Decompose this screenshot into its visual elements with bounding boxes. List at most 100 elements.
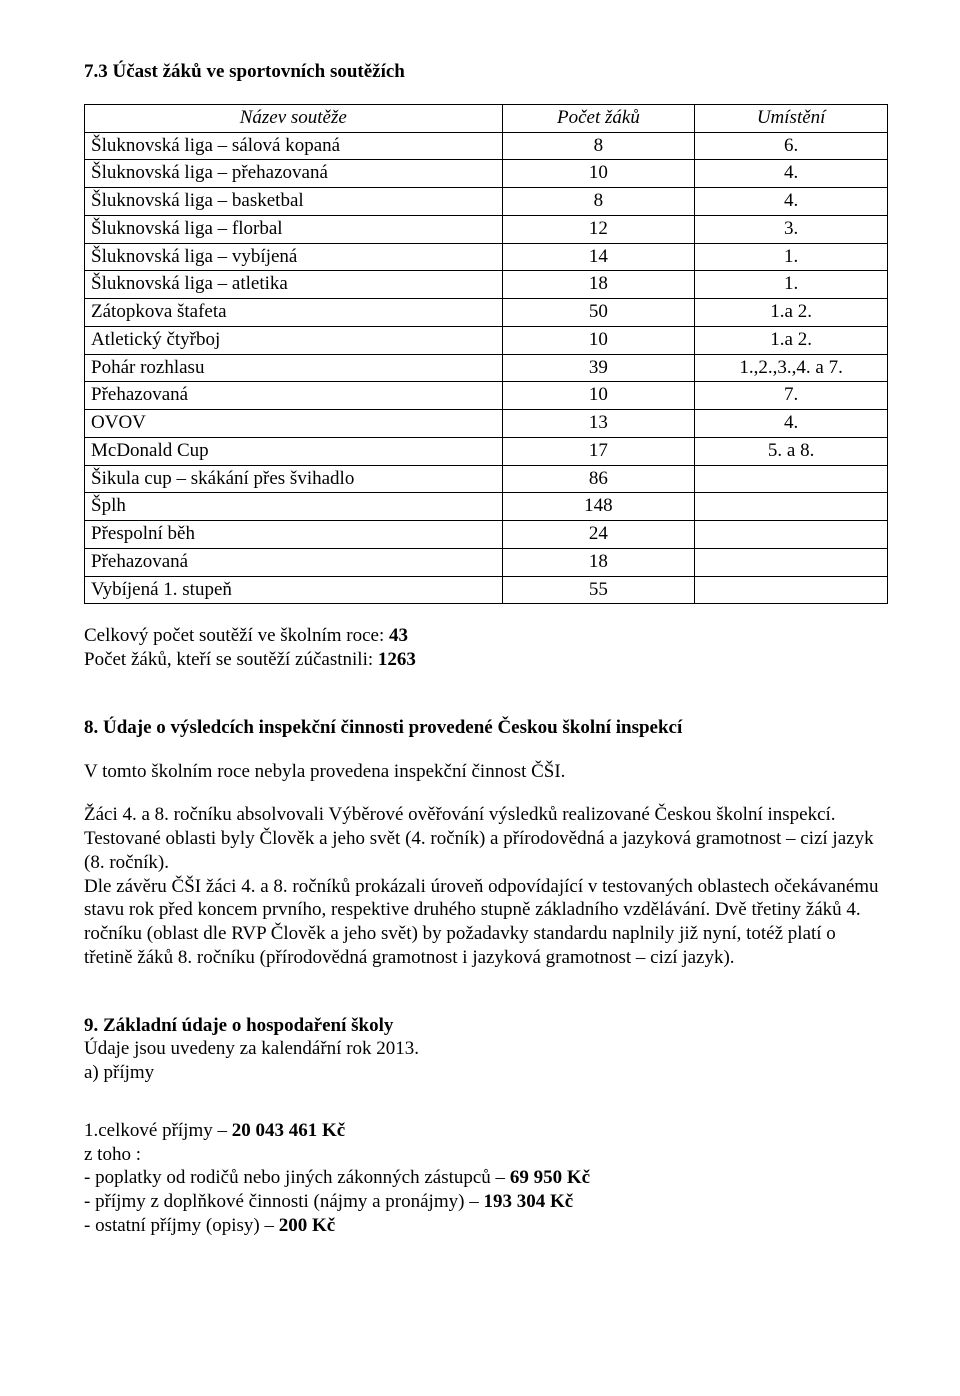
cell-count: 18: [502, 548, 695, 576]
cell-count: 55: [502, 576, 695, 604]
section-8-p1: V tomto školním roce nebyla provedena in…: [84, 760, 888, 784]
cell-name: Přehazovaná: [85, 382, 503, 410]
income-li2-pre: - příjmy z doplňkové činnosti (nájmy a p…: [84, 1191, 483, 1212]
table-row: Šluknovská liga – sálová kopaná86.: [85, 132, 888, 160]
th-count: Počet žáků: [502, 104, 695, 132]
section-8-p2: Žáci 4. a 8. ročníku absolvovali Výběrov…: [84, 803, 888, 874]
income-li-1: - poplatky od rodičů nebo jiných zákonný…: [84, 1166, 888, 1190]
income-1-pre: 1.celkové příjmy –: [84, 1120, 232, 1141]
table-row: Šluknovská liga – basketbal84.: [85, 188, 888, 216]
income-li3-value: 200 Kč: [279, 1215, 335, 1236]
section-8-p3: Dle závěru ČŠI žáci 4. a 8. ročníků prok…: [84, 875, 888, 970]
table-row: Zátopkova štafeta501.a 2.: [85, 299, 888, 327]
cell-place: 1.: [695, 243, 888, 271]
table-row: Šluknovská liga – přehazovaná104.: [85, 160, 888, 188]
cell-name: Šluknovská liga – atletika: [85, 271, 503, 299]
cell-count: 50: [502, 299, 695, 327]
income-line-1: 1.celkové příjmy – 20 043 461 Kč: [84, 1119, 888, 1143]
cell-count: 18: [502, 271, 695, 299]
summary-line-2: Počet žáků, kteří se soutěží zúčastnili:…: [84, 648, 888, 672]
table-row: OVOV134.: [85, 410, 888, 438]
cell-count: 8: [502, 188, 695, 216]
cell-place: 1.a 2.: [695, 299, 888, 327]
cell-place: 4.: [695, 410, 888, 438]
cell-name: Vybíjená 1. stupeň: [85, 576, 503, 604]
cell-place: 5. a 8.: [695, 437, 888, 465]
table-row: Atletický čtyřboj101.a 2.: [85, 326, 888, 354]
section-8-title: 8. Údaje o výsledcích inspekční činnosti…: [84, 716, 888, 740]
income-line-2: z toho :: [84, 1143, 888, 1167]
cell-place: 3.: [695, 215, 888, 243]
table-row: Šikula cup – skákání přes švihadlo86: [85, 465, 888, 493]
summary-line-1: Celkový počet soutěží ve školním roce: 4…: [84, 624, 888, 648]
cell-count: 8: [502, 132, 695, 160]
cell-place: 1.,2.,3.,4. a 7.: [695, 354, 888, 382]
cell-name: Přespolní běh: [85, 521, 503, 549]
section-9-title: 9. Základní údaje o hospodaření školy: [84, 1014, 888, 1038]
cell-count: 86: [502, 465, 695, 493]
cell-name: Atletický čtyřboj: [85, 326, 503, 354]
cell-count: 14: [502, 243, 695, 271]
cell-count: 13: [502, 410, 695, 438]
table-row: Přehazovaná107.: [85, 382, 888, 410]
cell-place: [695, 548, 888, 576]
th-name: Název soutěže: [85, 104, 503, 132]
cell-name: OVOV: [85, 410, 503, 438]
cell-name: Šluknovská liga – florbal: [85, 215, 503, 243]
table-row: Šplh148: [85, 493, 888, 521]
cell-count: 17: [502, 437, 695, 465]
cell-name: Zátopkova štafeta: [85, 299, 503, 327]
cell-count: 12: [502, 215, 695, 243]
cell-count: 24: [502, 521, 695, 549]
cell-place: [695, 521, 888, 549]
cell-name: Šplh: [85, 493, 503, 521]
table-row: Pohár rozhlasu391.,2.,3.,4. a 7.: [85, 354, 888, 382]
income-li-3: - ostatní příjmy (opisy) – 200 Kč: [84, 1214, 888, 1238]
table-row: Přehazovaná18: [85, 548, 888, 576]
cell-place: [695, 465, 888, 493]
table-row: Šluknovská liga – atletika181.: [85, 271, 888, 299]
table-row: Vybíjená 1. stupeň55: [85, 576, 888, 604]
cell-count: 10: [502, 326, 695, 354]
cell-place: 4.: [695, 188, 888, 216]
cell-count: 39: [502, 354, 695, 382]
summary-2-value: 1263: [378, 649, 416, 670]
cell-place: 6.: [695, 132, 888, 160]
cell-place: 1.a 2.: [695, 326, 888, 354]
income-li1-value: 69 950 Kč: [510, 1167, 590, 1188]
section-9-sub1: Údaje jsou uvedeny za kalendářní rok 201…: [84, 1037, 888, 1061]
cell-name: Pohár rozhlasu: [85, 354, 503, 382]
income-li2-value: 193 304 Kč: [483, 1191, 573, 1212]
summary-1-value: 43: [389, 625, 408, 646]
cell-place: [695, 576, 888, 604]
income-li-2: - příjmy z doplňkové činnosti (nájmy a p…: [84, 1190, 888, 1214]
section-9-sub2: a) příjmy: [84, 1061, 888, 1085]
cell-count: 148: [502, 493, 695, 521]
cell-name: Šluknovská liga – přehazovaná: [85, 160, 503, 188]
table-header-row: Název soutěže Počet žáků Umístění: [85, 104, 888, 132]
summary-1-label: Celkový počet soutěží ve školním roce:: [84, 625, 389, 646]
cell-place: [695, 493, 888, 521]
cell-place: 4.: [695, 160, 888, 188]
th-place: Umístění: [695, 104, 888, 132]
cell-name: Šluknovská liga – basketbal: [85, 188, 503, 216]
table-row: Šluknovská liga – florbal123.: [85, 215, 888, 243]
income-li3-pre: - ostatní příjmy (opisy) –: [84, 1215, 279, 1236]
table-row: McDonald Cup175. a 8.: [85, 437, 888, 465]
table-row: Šluknovská liga – vybíjená141.: [85, 243, 888, 271]
income-1-value: 20 043 461 Kč: [232, 1120, 345, 1141]
cell-place: 7.: [695, 382, 888, 410]
cell-name: Šluknovská liga – sálová kopaná: [85, 132, 503, 160]
table-row: Přespolní běh24: [85, 521, 888, 549]
income-li1-pre: - poplatky od rodičů nebo jiných zákonný…: [84, 1167, 510, 1188]
sports-results-table: Název soutěže Počet žáků Umístění Šlukno…: [84, 104, 888, 605]
section-9-block: 9. Základní údaje o hospodaření školy Úd…: [84, 1014, 888, 1085]
cell-place: 1.: [695, 271, 888, 299]
cell-name: Přehazovaná: [85, 548, 503, 576]
section-7-3-title: 7.3 Účast žáků ve sportovních soutěžích: [84, 60, 888, 84]
cell-count: 10: [502, 382, 695, 410]
cell-name: Šikula cup – skákání přes švihadlo: [85, 465, 503, 493]
cell-count: 10: [502, 160, 695, 188]
cell-name: Šluknovská liga – vybíjená: [85, 243, 503, 271]
summary-2-label: Počet žáků, kteří se soutěží zúčastnili:: [84, 649, 378, 670]
